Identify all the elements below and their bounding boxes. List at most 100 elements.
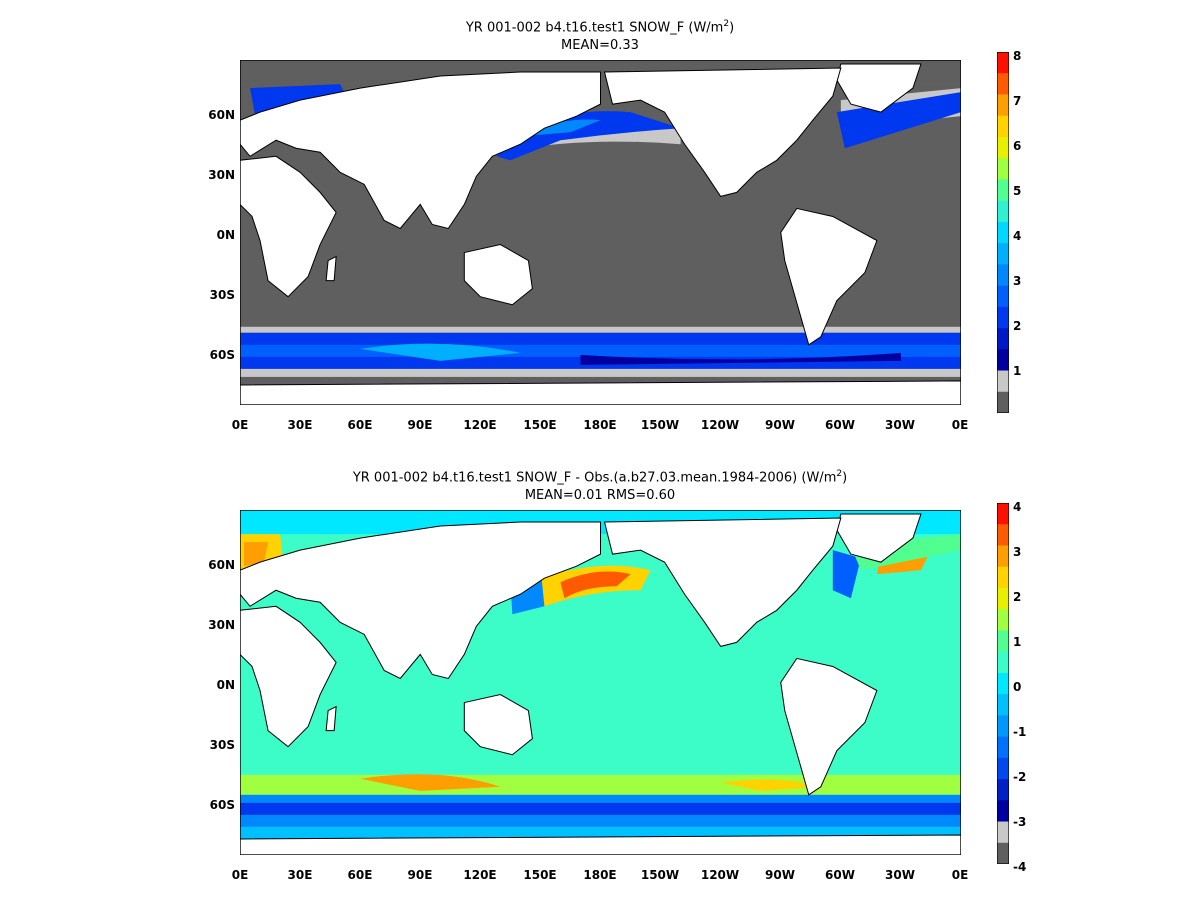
bottom-colorbar-swatch [997, 715, 1009, 737]
top-colorbar-swatch [997, 221, 1009, 244]
top-lat-0n: 0N [216, 228, 235, 242]
bottom-lat-60s: 60S [209, 798, 235, 812]
top-lon-label: 60W [825, 418, 855, 432]
bottom-colorbar-swatch [997, 587, 1009, 610]
bottom-colorbar-swatch [997, 524, 1009, 546]
top-colorbar-label: 3 [1013, 274, 1022, 288]
bottom-lat-30n: 30N [208, 618, 235, 632]
top-lon-label: 120E [463, 418, 497, 432]
bottom-colorbar-swatch [997, 800, 1009, 822]
bottom-title-close: ) [842, 470, 848, 486]
top-title-sup: 2 [723, 19, 730, 29]
top-lon-label: 0E [231, 418, 249, 432]
bottom-colorbar-swatch [997, 736, 1009, 759]
top-lon-label: 30E [287, 418, 313, 432]
bottom-map-southern-dark [240, 802, 961, 815]
bottom-lon-label: 0E [231, 868, 249, 882]
top-lon-label: 150E [523, 418, 557, 432]
top-colorbar-swatch [997, 179, 1009, 201]
top-colorbar [997, 52, 1009, 413]
top-title: YR 001-002 b4.t16.test1 SNOW_F (W/m2) [240, 16, 960, 36]
bottom-lon-label: 150E [523, 868, 557, 882]
top-colorbar-swatch [997, 328, 1009, 350]
top-colorbar-label: 5 [1013, 184, 1022, 198]
top-map-southern-dark [580, 352, 901, 365]
bottom-colorbar-label: -1 [1013, 725, 1027, 739]
bottom-lon-label: 180E [583, 868, 617, 882]
bottom-map [240, 510, 961, 855]
bottom-map-southern-peak2 [720, 779, 821, 791]
top-map [240, 60, 961, 405]
top-lon-label: 120W [700, 418, 740, 432]
top-map-land [240, 63, 961, 405]
land-south-america [780, 207, 878, 346]
bottom-colorbar-label: 3 [1013, 545, 1022, 559]
land-africa [240, 605, 337, 748]
bottom-colorbar-label: 4 [1013, 500, 1022, 514]
land-africa [240, 155, 337, 298]
top-colorbar-swatch [997, 136, 1009, 159]
bottom-map-land [240, 513, 961, 855]
bottom-lon-label: 150W [640, 868, 680, 882]
top-colorbar-swatch [997, 115, 1009, 138]
top-colorbar-swatch [997, 94, 1009, 117]
bottom-title-main: YR 001-002 b4.t16.test1 SNOW_F - Obs.(a.… [352, 470, 837, 486]
top-lon-label: 90W [765, 418, 795, 432]
bottom-colorbar-swatch [997, 694, 1009, 716]
bottom-lon-label: 30W [885, 868, 915, 882]
bottom-colorbar-swatch [997, 779, 1009, 801]
top-lat-60s: 60S [209, 348, 235, 362]
bottom-title: YR 001-002 b4.t16.test1 SNOW_F - Obs.(a.… [240, 466, 960, 486]
top-map-north-atlantic-band [836, 92, 961, 149]
bottom-lon-label: 120W [700, 868, 740, 882]
land-eurasia [240, 71, 602, 230]
top-lon-label: 30W [885, 418, 915, 432]
bottom-lon-label: 90W [765, 868, 795, 882]
land-madagascar [325, 705, 337, 732]
top-colorbar-label: 8 [1013, 49, 1022, 63]
top-colorbar-label: 4 [1013, 229, 1022, 243]
bottom-colorbar-swatch [997, 503, 1009, 525]
top-lon-label: 90E [407, 418, 433, 432]
top-colorbar-swatch [997, 285, 1009, 308]
bottom-lon-label: 30E [287, 868, 313, 882]
bottom-colorbar-swatch [997, 630, 1009, 652]
bottom-lon-label: 60E [347, 868, 373, 882]
bottom-colorbar-swatch [997, 545, 1009, 568]
top-colorbar-swatch [997, 391, 1009, 413]
bottom-colorbar [997, 503, 1009, 864]
bottom-lat-0n: 0N [216, 678, 235, 692]
top-colorbar-label: 7 [1013, 94, 1022, 108]
bottom-colorbar-frame [997, 503, 1009, 864]
top-colorbar-label: 6 [1013, 139, 1022, 153]
top-map-southern-edge-n [240, 326, 961, 333]
bottom-colorbar-label: 2 [1013, 590, 1022, 604]
top-subtitle: MEAN=0.33 [561, 38, 639, 53]
bottom-colorbar-label: -3 [1013, 815, 1027, 829]
bottom-lon-label: 120E [463, 868, 497, 882]
top-lat-60n: 60N [208, 108, 235, 122]
top-colorbar-frame [997, 52, 1009, 413]
bottom-colorbar-label: -4 [1013, 860, 1027, 874]
land-north-america [603, 517, 842, 647]
top-colorbar-label: 1 [1013, 364, 1022, 378]
top-colorbar-swatch [997, 158, 1009, 180]
top-colorbar-swatch [997, 370, 1009, 393]
top-title-main: YR 001-002 b4.t16.test1 SNOW_F (W/m [465, 20, 724, 36]
bottom-map-southern-warm [240, 774, 961, 795]
land-australia [463, 694, 533, 756]
land-madagascar [325, 255, 337, 282]
bottom-map-north-pacific-peak [560, 571, 631, 599]
land-north-america [603, 67, 842, 197]
bottom-lat-60n: 60N [208, 558, 235, 572]
top-map-north-pacific-core [520, 119, 601, 137]
bottom-map-barents-peak [244, 542, 269, 567]
top-lon-label: 60E [347, 418, 373, 432]
bottom-colorbar-swatch [997, 566, 1009, 589]
bottom-lon-label: 60W [825, 868, 855, 882]
bottom-colorbar-label: 0 [1013, 680, 1022, 694]
top-map-southern-band-core [240, 344, 961, 357]
top-map-southern-edge-s [240, 368, 961, 377]
top-colorbar-label: 2 [1013, 319, 1022, 333]
top-colorbar-swatch [997, 243, 1009, 265]
